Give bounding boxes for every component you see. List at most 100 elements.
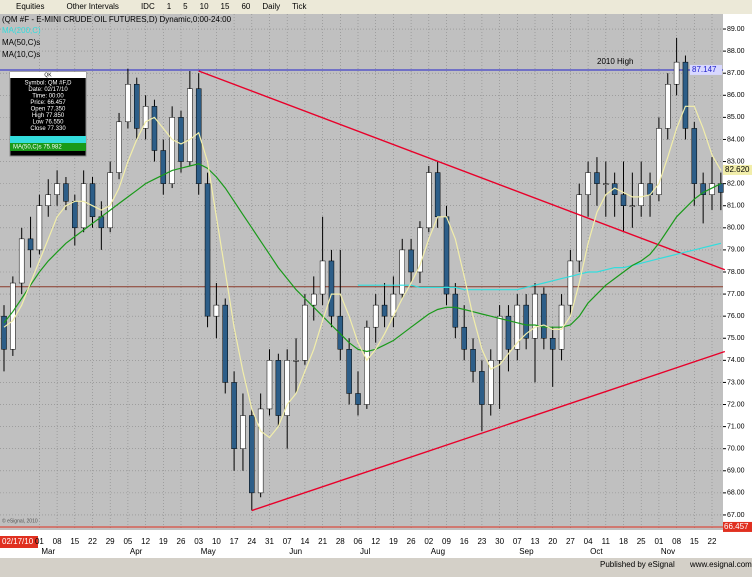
x-tick-label: 25 [637,537,646,546]
candle-body [514,304,521,350]
candle-body [178,117,184,162]
toolbar-item[interactable]: 5 [183,2,188,11]
data-window-row: Time: 00:00 [32,94,64,100]
candle-body [72,201,78,229]
y-tick-label: 83.00 [727,158,745,165]
x-tick-label: 22 [88,537,97,546]
data-window-row: Symbol: QM #F,D [24,81,72,87]
y-tick-label: 78.00 [727,269,745,276]
toolbar-item[interactable]: IDC [141,2,155,11]
x-tick-label: 06 [354,537,363,546]
candle-body [567,260,574,306]
candle-body [665,83,671,129]
x-tick-label: 08 [53,537,62,546]
candle-body [523,304,529,339]
candle-body [576,194,582,262]
toolbar-item[interactable]: 60 [241,2,250,11]
data-window-row: Price: 66.457 [30,100,66,106]
x-tick-label: 07 [283,537,292,546]
candle-body [63,183,69,202]
candle-body [80,183,87,229]
h-line-label: 66.457 [724,522,749,531]
h-line-flag [690,64,722,75]
trend-line [251,350,726,512]
candle-body [355,393,361,405]
x-tick-label: 04 [584,537,593,546]
legend-entry: MA(50,C)s [2,38,40,47]
x-tick-label: 05 [123,537,132,546]
candle-body [257,408,264,494]
candle-body [160,150,167,184]
candle-body [408,249,414,273]
x-tick-label: 27 [566,537,575,546]
candle-body [656,128,662,195]
candle-body [134,83,140,129]
toolbar-item[interactable]: 10 [200,2,209,11]
price-flag [723,164,752,175]
toolbar-item[interactable]: Equities [16,2,44,11]
candle-body [505,315,512,350]
x-tick-label: 15 [70,537,79,546]
y-tick-label: 76.00 [727,313,745,320]
candle-body [36,205,43,251]
candle-body [479,371,485,405]
data-window-row: High 77.850 [32,113,65,119]
y-tick-label: 80.00 [727,225,745,232]
chart-title: (QM #F - E-MINI CRUDE OIL FUTURES,D) Dyn… [2,15,232,24]
x-tick-label: 30 [495,537,504,546]
x-tick-label: 21 [318,537,327,546]
candle-body [585,172,591,195]
candle-body [319,260,326,295]
x-tick-label: 12 [371,537,380,546]
candle-body [488,360,494,405]
x-tick-label: 12 [141,537,150,546]
y-tick-label: 75.00 [727,335,745,342]
candle-body [302,304,308,361]
trend-line [198,70,726,271]
toolbar-item[interactable]: 15 [221,2,230,11]
candle-body [452,293,459,328]
candle-body [620,194,627,206]
x-tick-label: 09 [442,537,451,546]
candle-body [417,227,423,273]
month-label: Oct [590,547,603,556]
toolbar [0,0,752,14]
y-tick-label: 81.00 [727,203,745,210]
toolbar-item[interactable]: Tick [292,2,307,11]
x-tick-label: 13 [531,537,540,546]
candle-body [107,172,113,229]
candle-body [204,183,211,317]
price-axis [723,14,752,530]
y-tick-label: 86.00 [727,92,745,99]
candle-body [231,382,237,449]
h-line-label: 87.147 [692,65,717,74]
data-window-header [10,72,86,78]
candle-body [470,349,476,372]
data-window-row: Date: 02/17/10 [28,87,68,93]
data-window-row: Low 76.550 [32,120,64,126]
toolbar-item[interactable]: Daily [262,2,280,11]
month-label: Sep [519,547,534,556]
candle-body [195,88,202,184]
y-tick-label: 67.00 [727,512,745,519]
toolbar-item[interactable]: 1 [167,2,172,11]
price-flag-label: 82.620 [725,165,750,174]
candle-body [541,293,547,339]
candle-body [381,304,388,317]
y-tick-label: 88.00 [727,48,745,55]
candle-body [125,83,131,123]
ma-line [358,242,722,291]
y-tick-label: 84.00 [727,136,745,143]
footer [0,558,752,572]
toolbar-item[interactable]: Other Intervals [66,2,118,11]
x-tick-label: 17 [230,537,239,546]
y-tick-label: 87.00 [727,70,745,77]
candle-body [434,172,441,218]
candle-body [638,183,644,206]
month-label: Apr [130,547,143,556]
candle-body [151,106,158,151]
x-tick-label: 19 [389,537,398,546]
legend-entry: MA(10,C)s [2,50,40,59]
x-tick-label: 20 [548,537,557,546]
